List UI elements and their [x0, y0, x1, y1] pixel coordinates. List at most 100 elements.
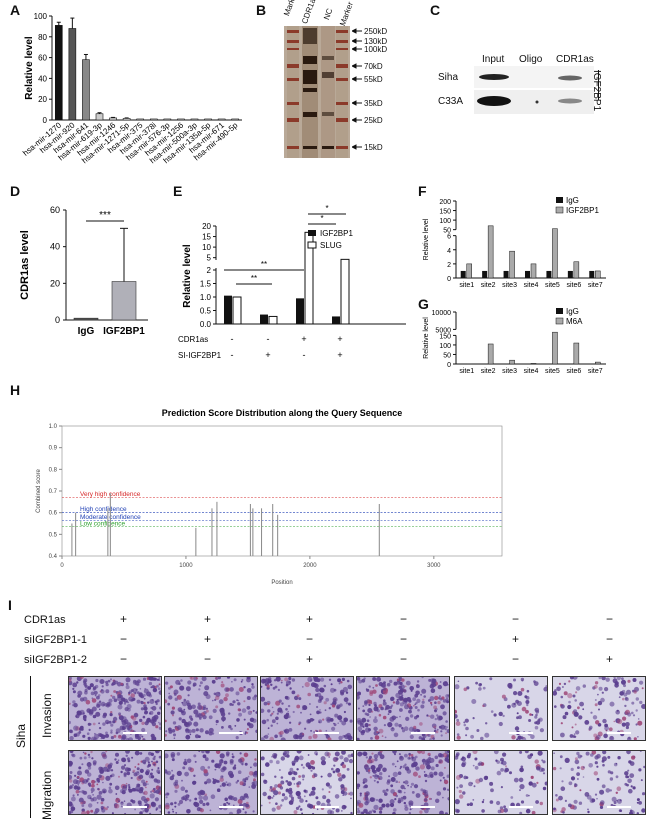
- scale-bar: [123, 732, 147, 734]
- legend-label-control: IgG: [566, 307, 579, 316]
- bar: [68, 28, 77, 121]
- bar: [204, 118, 212, 121]
- y-tick-label: 10: [202, 243, 211, 252]
- bar-treated: [595, 270, 601, 279]
- condition-sign: -: [231, 350, 234, 360]
- migration-micrograph: [454, 750, 548, 815]
- y-tick-label: 0.4: [49, 554, 58, 560]
- y-tick-label: 0: [55, 315, 60, 325]
- y-tick-label: 1.0: [49, 424, 58, 430]
- y-tick-label: 4: [447, 248, 451, 255]
- y-tick-label: 0: [43, 116, 48, 125]
- sig-label: **: [251, 274, 257, 283]
- scale-bar: [315, 806, 339, 808]
- x-tick-label: site2: [481, 368, 496, 375]
- condition-sign: −: [606, 612, 614, 626]
- invasion-micrograph: [454, 676, 548, 741]
- bar-control: [567, 270, 573, 278]
- x-tick-label: site6: [566, 368, 581, 375]
- bar: [217, 118, 226, 121]
- condition-sign: +: [337, 334, 342, 344]
- scale-bar: [509, 732, 533, 734]
- legend-label-igf2bp1: IGF2BP1: [320, 229, 353, 238]
- panel-letter-f: F: [418, 183, 427, 199]
- condition-sign: +: [265, 350, 270, 360]
- y-tick-label: 10000: [432, 310, 452, 317]
- col-label-oligo: Oligo: [519, 54, 543, 65]
- x-tick-label: 0: [60, 563, 64, 569]
- marker-label-70: 70kD: [364, 62, 383, 71]
- condition-sign: +: [306, 652, 314, 666]
- y-tick-label: 0.9: [49, 446, 58, 452]
- lane-label-marker-2: Marker: [338, 0, 355, 28]
- row-label-c33a: C33A: [438, 96, 464, 107]
- panel-letter-i: I: [8, 597, 12, 613]
- y-tick-label: 15: [202, 233, 211, 242]
- condition-sign: −: [400, 632, 408, 646]
- legend-swatch-slug: [307, 241, 317, 249]
- bar-slug: [232, 296, 242, 325]
- y-tick-label: 0.7: [49, 489, 58, 495]
- scale-bar: [315, 732, 339, 734]
- condition-sign: −: [306, 632, 314, 646]
- bracket-line: [598, 70, 599, 100]
- legend-label-treated: IGF2BP1: [566, 206, 599, 215]
- assay-label-invasion: Invasion: [40, 693, 54, 738]
- x-tick-label: site1: [459, 282, 474, 289]
- bar: [109, 117, 117, 121]
- scale-bar: [607, 732, 631, 734]
- x-tick-label: 2000: [303, 563, 317, 569]
- legend-label-treated: M6A: [566, 317, 583, 326]
- condition-sign: +: [512, 632, 520, 646]
- western-blot-image: [474, 66, 594, 114]
- y-tick-label: 150: [439, 209, 451, 216]
- invasion-micrograph: [164, 676, 258, 741]
- scale-bar: [411, 806, 435, 808]
- cell-line-bracket: [30, 676, 31, 818]
- y-tick-label: 0.5: [49, 532, 58, 538]
- chart-h: Prediction Score Distribution along the …: [36, 408, 503, 586]
- legend-swatch-control: [556, 308, 563, 314]
- x-tick-label: site3: [502, 282, 517, 289]
- y-tick-label: 60: [38, 54, 47, 63]
- condition-sign: −: [400, 612, 408, 626]
- condition-sign: −: [400, 652, 408, 666]
- chart-f: 0 2 4 650 100 150 200 Relative level site1 site2 s…: [423, 196, 606, 289]
- y-tick-label: 40: [50, 242, 60, 252]
- x-tick-label: 1000: [179, 563, 193, 569]
- bar-treated: [530, 363, 537, 365]
- y-tick-label: 6: [447, 234, 451, 241]
- side-label-igf2bp1: IGF2BP1: [591, 70, 602, 112]
- condition-sign: −: [512, 652, 520, 666]
- bar-slug: [268, 315, 278, 325]
- legend-swatch-treated: [555, 206, 564, 214]
- bar-control: [482, 270, 488, 278]
- y-tick-label: 5000: [435, 327, 451, 334]
- y-tick-label: 40: [38, 74, 47, 83]
- condition-sign: −: [512, 612, 520, 626]
- y-axis-label: Relative level: [24, 36, 35, 100]
- y-tick-label: 2: [207, 266, 212, 275]
- invasion-micrograph: [552, 676, 646, 741]
- western-panel: Input Oligo CDR1as Siha C33A IGF2BP1: [438, 40, 648, 130]
- x-tick-label: IgG: [78, 326, 95, 337]
- x-tick-label: IGF2BP1: [103, 326, 145, 337]
- bar-treated: [509, 250, 515, 279]
- condition-sign: −: [606, 632, 614, 646]
- marker-label-130: 130kD: [364, 37, 387, 46]
- condition-sign: +: [204, 612, 212, 626]
- bar-treated: [509, 359, 515, 365]
- bar-treated: [552, 331, 558, 365]
- condition-sign: −: [120, 632, 128, 646]
- panel-letter-g: G: [418, 296, 429, 312]
- y-tick-label: 2: [447, 262, 451, 269]
- y-tick-label: 0.6: [49, 511, 58, 517]
- y-tick-label: 150: [439, 333, 451, 340]
- y-tick-label: 60: [50, 205, 60, 215]
- row-label-cdr1as: CDR1as: [24, 614, 66, 626]
- bar-igf2bp1: [332, 316, 340, 324]
- x-tick-label: site4: [524, 368, 539, 375]
- bar: [95, 113, 104, 121]
- marker-label-25: 25kD: [364, 116, 383, 125]
